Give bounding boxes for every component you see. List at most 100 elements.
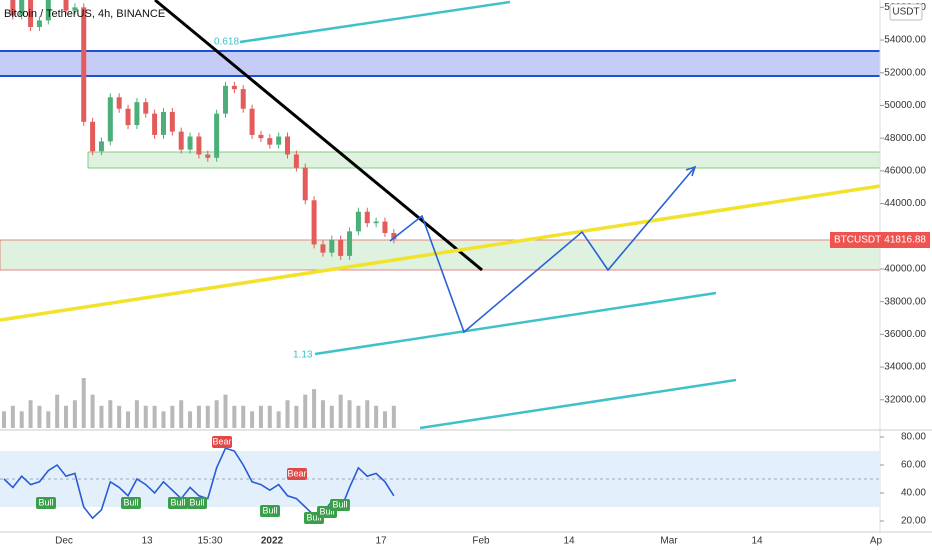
volume-bar	[64, 405, 69, 428]
volume-bar	[267, 405, 272, 428]
y-tick-label: 32000.00	[884, 394, 926, 405]
y-tick-label: 34000.00	[884, 362, 926, 373]
candle-body	[293, 154, 299, 168]
time-label: 2022	[261, 536, 284, 547]
volume-bar	[72, 400, 77, 428]
volume-bar	[250, 411, 255, 428]
volume-bar	[196, 405, 201, 428]
candle-body	[81, 7, 87, 122]
channel-line	[419, 378, 737, 430]
trend-line	[0, 184, 881, 322]
candle-body	[36, 20, 42, 27]
time-label: 15:30	[197, 536, 222, 547]
rsi-tick-label: 60.00	[901, 460, 926, 471]
volume-bar	[134, 400, 139, 428]
last-price: 41816.88	[884, 235, 926, 246]
y-tick-label: 36000.00	[884, 329, 926, 340]
candle-body	[134, 102, 140, 126]
candle-body	[72, 7, 78, 11]
volume-bar	[223, 394, 228, 428]
currency-tag	[889, 3, 923, 21]
fib-label: 1.13	[293, 350, 313, 361]
candle-body	[329, 239, 335, 253]
volume-bar	[37, 405, 42, 428]
y-tick-label: 50000.00	[884, 100, 926, 111]
volume-bar	[329, 405, 334, 428]
y-tick-label: 38000.00	[884, 296, 926, 307]
time-label: Mar	[660, 536, 678, 547]
volume-bar	[117, 405, 122, 428]
volume-bar	[2, 411, 6, 428]
currency: USDT	[892, 7, 919, 18]
candle-body	[90, 121, 96, 152]
candle-body	[28, 0, 34, 27]
time-label: Ap	[870, 536, 883, 547]
supply-zone	[0, 51, 880, 76]
signal-label: Bull	[262, 505, 277, 515]
time-label: 17	[375, 536, 387, 547]
candle-body	[267, 138, 273, 145]
rsi-line	[3, 447, 395, 520]
candle-body	[107, 97, 113, 142]
candle-body	[276, 136, 282, 145]
signal-label: Bull	[170, 497, 185, 507]
candle-body	[223, 85, 228, 114]
volume-bar	[382, 411, 387, 428]
rsi-tick-label: 80.00	[901, 432, 926, 443]
signal-badge	[168, 497, 188, 509]
volume-bar	[276, 411, 281, 428]
time-label: 14	[751, 536, 763, 547]
channel-line	[239, 0, 511, 44]
trend-line	[154, 0, 483, 272]
time-label: Dec	[55, 536, 73, 547]
price-tag	[830, 232, 930, 248]
volume-bar	[258, 405, 263, 428]
candle-body	[178, 131, 184, 150]
candle-body	[231, 85, 237, 90]
volume-bar	[28, 400, 33, 428]
volume-bar	[81, 378, 86, 428]
candle-body	[214, 113, 220, 158]
volume-bar	[374, 405, 379, 428]
y-tick-label: 40000.00	[884, 264, 926, 275]
chart-title: Bitcoin / TetherUS, 4h, BINANCE	[4, 8, 165, 20]
candle-body	[285, 136, 291, 155]
signal-label: Bull	[189, 497, 204, 507]
candle-body	[98, 141, 104, 152]
channel-line	[314, 291, 717, 356]
candle-body	[196, 136, 202, 155]
volume-bar	[338, 394, 343, 428]
signal-badge	[287, 468, 307, 480]
volume-bar	[285, 400, 290, 428]
candle-body	[382, 221, 388, 233]
volume-bar	[241, 405, 246, 428]
candle-body	[10, 0, 16, 16]
time-label: 13	[141, 536, 153, 547]
y-tick-label: 52000.00	[884, 67, 926, 78]
candle-body	[391, 232, 397, 240]
candle-body	[63, 0, 69, 11]
candle-body	[160, 111, 166, 135]
candle-body	[302, 167, 308, 201]
volume-bar	[356, 405, 361, 428]
volume-bar	[108, 400, 113, 428]
signal-label: Bear	[287, 468, 306, 478]
volume-bar	[19, 411, 24, 428]
resistance-zone	[87, 151, 881, 169]
signal-label: Bull	[38, 497, 53, 507]
candle-body	[373, 221, 379, 224]
candle-body	[364, 211, 370, 224]
y-tick-label: 48000.00	[884, 133, 926, 144]
volume-bar	[152, 405, 157, 428]
rsi-tick-label: 20.00	[901, 516, 926, 527]
time-label: 14	[563, 536, 575, 547]
volume-bar	[99, 405, 104, 428]
volume-bar	[170, 405, 175, 428]
candle-body	[355, 211, 361, 232]
candle-body	[311, 200, 317, 245]
candle-body	[320, 244, 326, 253]
candle-body	[169, 111, 175, 132]
volume-bar	[179, 400, 184, 428]
volume-bar	[126, 411, 131, 428]
